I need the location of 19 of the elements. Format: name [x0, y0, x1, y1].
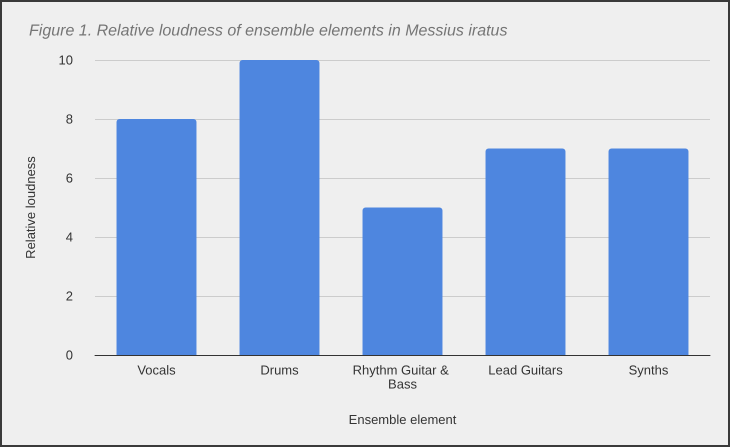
y-tick-label: 0 [66, 348, 73, 362]
bar [486, 148, 566, 355]
y-tick-label: 10 [58, 52, 73, 68]
bar [116, 119, 196, 355]
chart-title: Figure 1. Relative loudness of ensemble elements in Messius iratus [29, 22, 508, 40]
y-tick-label: 6 [66, 170, 73, 186]
x-tick-label: Lead Guitars [488, 362, 564, 378]
x-tick-label: Rhythm Guitar & Bass [352, 362, 452, 392]
y-tick-label: 8 [66, 112, 73, 126]
x-axis-title: Ensemble element [348, 412, 457, 427]
x-tick-label: Synths [628, 362, 669, 378]
y-axis-title: Relative loudness [23, 156, 38, 259]
bar [362, 208, 442, 355]
y-tick-label: 4 [66, 230, 73, 244]
y-tick-label: 2 [66, 288, 73, 304]
x-tick-label: Vocals [137, 362, 176, 378]
x-tick-label: Drums [260, 362, 300, 378]
bar [240, 60, 320, 355]
bar [608, 148, 688, 355]
